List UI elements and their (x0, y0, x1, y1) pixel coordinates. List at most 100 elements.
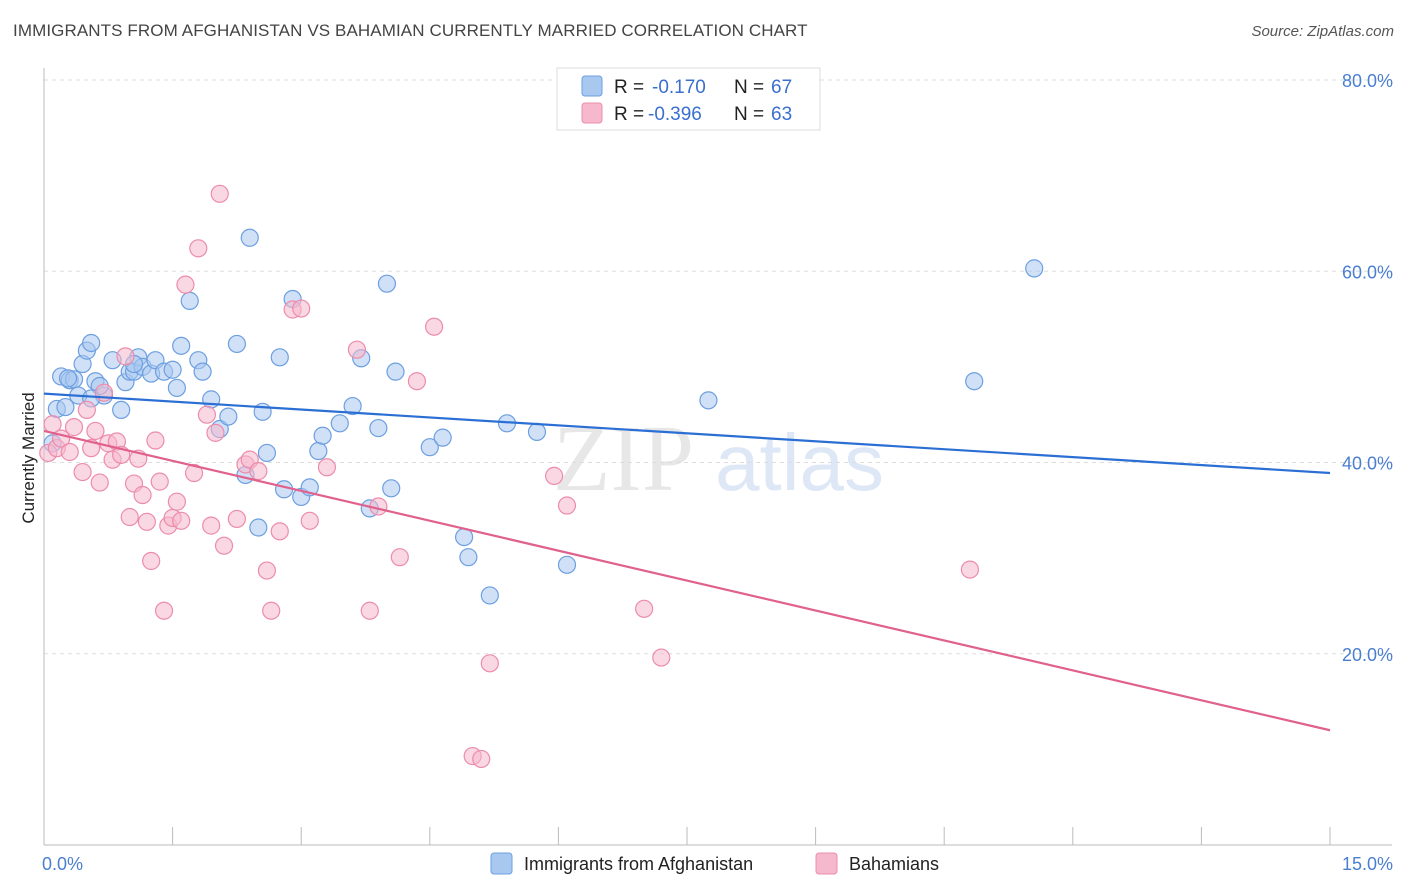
data-point (60, 442, 79, 462)
data-point (206, 423, 225, 442)
data-point (652, 648, 671, 667)
legend-n-label-pink: N = (734, 104, 764, 125)
chart-title: IMMIGRANTS FROM AFGHANISTAN VS BAHAMIAN … (13, 21, 808, 40)
data-point (313, 426, 332, 445)
data-point (172, 336, 191, 355)
data-point (262, 601, 281, 620)
data-point (965, 372, 984, 391)
tick-labels: 20.0% 40.0% 60.0% 80.0% 0.0% 15.0% (42, 71, 1393, 874)
data-point (527, 422, 547, 441)
data-point (64, 418, 84, 437)
data-point (193, 362, 212, 381)
grid-lines (44, 79, 1392, 655)
data-point (167, 492, 186, 511)
legend-r-value-blue: -0.170 (652, 77, 706, 98)
legend-r-value-pink: -0.396 (648, 104, 702, 125)
data-point (420, 438, 439, 457)
correlation-legend: R = -0.170 N = 67 R = -0.396 N = 63 (556, 67, 821, 131)
data-point (330, 414, 349, 433)
bottom-legend-swatch-pink (815, 852, 838, 875)
y-tick-label: 20.0% (1342, 645, 1393, 665)
legend-r-label-pink: R = (614, 104, 644, 125)
data-point (699, 391, 718, 410)
source-label: Source: ZipAtlas.com (1251, 23, 1394, 40)
data-point (300, 511, 319, 530)
data-point (142, 551, 161, 571)
y-axis-title: Currently Married (19, 392, 38, 523)
data-point (257, 561, 277, 580)
bottom-legend-label-afghanistan: Immigrants from Afghanistan (524, 854, 753, 874)
data-point (146, 431, 165, 450)
legend-n-value-pink: 63 (771, 104, 792, 125)
y-tick-label: 40.0% (1342, 454, 1393, 474)
data-point (360, 601, 379, 620)
data-point (172, 511, 191, 530)
data-point (472, 749, 491, 769)
data-point (1025, 259, 1044, 278)
data-point (176, 275, 195, 294)
data-point (292, 299, 311, 318)
data-point (257, 443, 277, 463)
y-tick-label: 60.0% (1342, 262, 1393, 282)
data-point (407, 372, 427, 391)
data-point (167, 378, 186, 398)
data-point (343, 396, 362, 416)
data-point (369, 418, 388, 438)
data-point (219, 407, 238, 426)
data-point (270, 348, 289, 367)
data-point (82, 333, 101, 353)
data-point (120, 507, 139, 527)
data-point (58, 369, 78, 388)
data-point (545, 466, 564, 485)
data-point (386, 362, 405, 381)
trend-line-afghanistan (43, 392, 1331, 475)
data-point (317, 458, 337, 477)
data-point (347, 340, 367, 359)
data-point (557, 496, 577, 515)
data-point (424, 317, 444, 336)
data-point (433, 428, 452, 447)
legend-n-value-blue: 67 (771, 77, 792, 98)
data-point (137, 512, 156, 531)
data-point (202, 516, 221, 535)
data-point (73, 462, 92, 482)
data-point (390, 548, 409, 567)
data-point (154, 601, 174, 620)
trend-line-bahamians (43, 429, 1331, 732)
bottom-legend-label-bahamians: Bahamians (849, 854, 939, 874)
legend-r-label-blue: R = (614, 77, 644, 98)
data-point (150, 472, 169, 491)
data-point (635, 599, 654, 618)
x-tick-label: 0.0% (42, 854, 83, 874)
data-point (240, 228, 259, 247)
legend-swatch-blue (581, 75, 603, 97)
data-point (197, 405, 216, 424)
legend-swatch-pink (581, 102, 603, 124)
data-point (249, 462, 268, 481)
y-tick-label: 80.0% (1342, 71, 1393, 91)
data-point (214, 536, 234, 555)
data-point (133, 485, 152, 505)
data-point (382, 479, 401, 498)
data-point (116, 347, 135, 366)
data-point (270, 522, 289, 541)
data-point (557, 555, 577, 574)
data-point (377, 274, 397, 293)
data-point (249, 518, 268, 537)
data-point (227, 334, 246, 354)
data-point (480, 586, 499, 605)
data-point (86, 421, 105, 441)
data-point (180, 291, 199, 310)
legend-n-label-blue: N = (734, 77, 764, 98)
trend-lines (43, 392, 1331, 732)
data-point (960, 560, 980, 579)
data-point (227, 509, 246, 529)
data-point (309, 441, 328, 461)
series-bahamians-points (39, 184, 980, 769)
data-point (184, 463, 204, 483)
data-point (210, 184, 229, 203)
x-tick-label: 15.0% (1342, 854, 1393, 874)
bottom-legend-swatch-blue (490, 852, 513, 875)
data-point (163, 360, 182, 379)
